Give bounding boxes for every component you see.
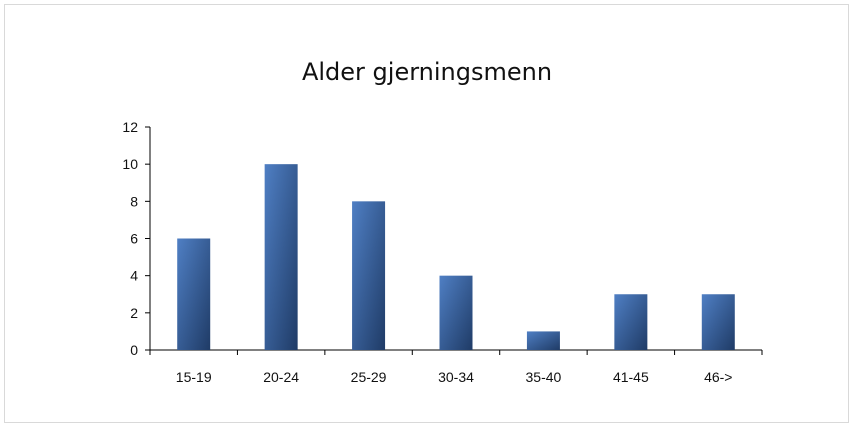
x-tick-label: 46->	[704, 369, 732, 385]
x-tick-label: 15-19	[176, 369, 212, 385]
y-tick-label: 4	[130, 268, 138, 284]
bar-35-40	[526, 331, 560, 350]
bar-15-19	[177, 238, 211, 350]
chart-title: Alder gjerningsmenn	[301, 58, 553, 86]
x-tick-label: 30-34	[438, 369, 474, 385]
y-tick-label: 6	[130, 231, 138, 247]
chart-frame	[4, 4, 849, 423]
y-tick-label: 8	[130, 193, 138, 209]
bar-30-34	[439, 275, 473, 350]
x-tick-label: 41-45	[613, 369, 649, 385]
x-tick-label: 35-40	[526, 369, 562, 385]
bar-20-24	[264, 164, 298, 350]
y-tick-label: 2	[130, 305, 138, 321]
bar-25-29	[352, 201, 386, 350]
bar-46->	[701, 294, 735, 350]
y-tick-label: 12	[122, 119, 138, 135]
bar-41-45	[614, 294, 648, 350]
y-tick-label: 0	[130, 342, 138, 358]
x-tick-label: 25-29	[351, 369, 387, 385]
x-tick-label: 20-24	[263, 369, 299, 385]
y-tick-label: 10	[122, 156, 138, 172]
